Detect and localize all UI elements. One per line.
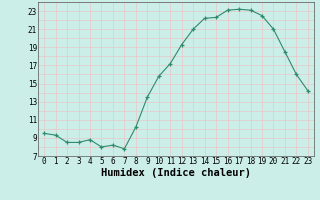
X-axis label: Humidex (Indice chaleur): Humidex (Indice chaleur) [101,168,251,178]
